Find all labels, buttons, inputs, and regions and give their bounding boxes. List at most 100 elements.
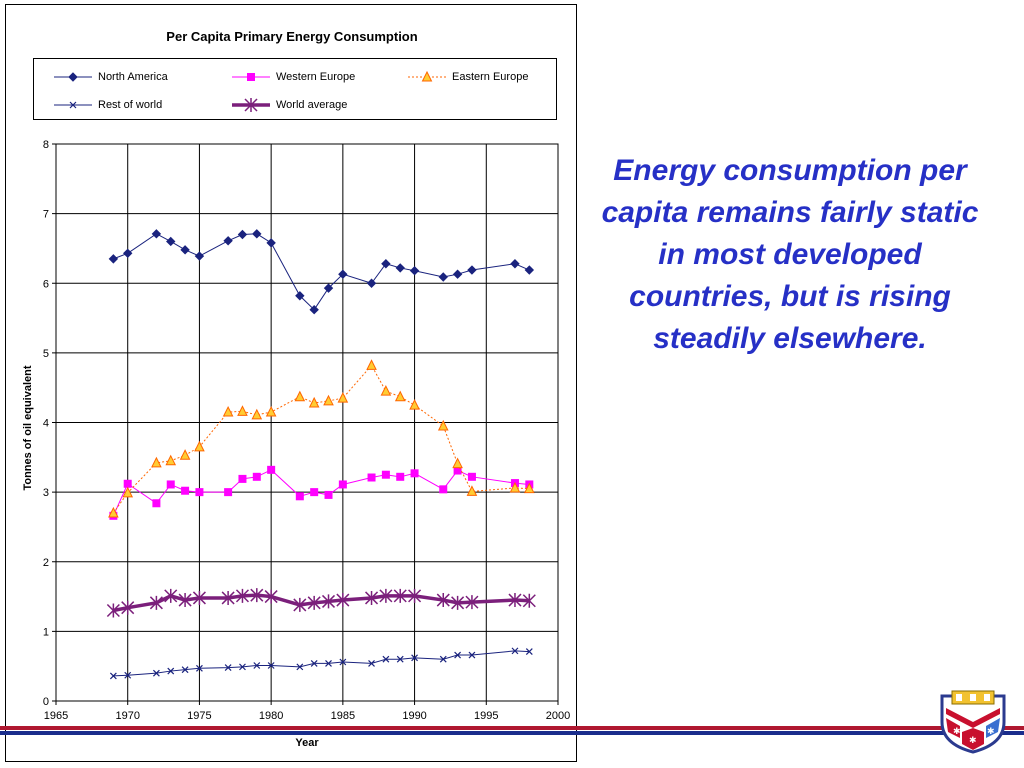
data-point-eastern-europe	[409, 398, 420, 410]
data-point-western-europe	[195, 488, 204, 497]
data-point-rest-of-world	[439, 655, 447, 663]
data-point-eastern-europe	[323, 394, 334, 406]
x-tick-label: 1980	[259, 710, 283, 722]
data-point-eastern-europe	[251, 408, 263, 420]
data-point-western-europe	[367, 473, 376, 482]
data-point-north-america	[438, 272, 448, 282]
x-tick-label: 2000	[546, 710, 570, 722]
data-point-world-average	[321, 594, 336, 609]
data-point-north-america	[510, 259, 520, 269]
data-point-north-america	[123, 248, 133, 259]
y-tick-label: 6	[43, 278, 49, 290]
data-point-western-europe	[439, 485, 448, 494]
chart-title: Per Capita Primary Energy Consumption	[166, 29, 418, 44]
data-point-world-average	[307, 595, 321, 610]
data-point-rest-of-world	[239, 663, 246, 671]
legend: North America Western Europe Eastern Europ…	[33, 58, 557, 120]
data-point-eastern-europe	[122, 486, 134, 498]
data-point-rest-of-world	[468, 651, 476, 659]
data-point-north-america	[467, 265, 477, 275]
data-point-north-america	[452, 269, 463, 279]
data-point-rest-of-world	[325, 659, 332, 667]
data-point-western-europe	[295, 492, 304, 501]
data-point-north-america	[151, 229, 162, 239]
x-tick-label: 1985	[331, 710, 355, 722]
data-point-western-europe	[238, 474, 247, 483]
data-point-western-europe	[396, 472, 405, 481]
legend-label-world-average: World average	[276, 99, 348, 111]
data-point-eastern-europe	[165, 454, 177, 466]
data-point-eastern-europe	[437, 419, 449, 431]
data-point-rest-of-world	[368, 659, 375, 667]
series-north-america	[108, 229, 535, 315]
data-point-western-europe	[338, 480, 347, 489]
data-point-north-america	[252, 229, 262, 239]
x-tick-label: 1995	[474, 710, 498, 722]
data-point-western-europe	[166, 480, 175, 489]
data-point-world-average	[336, 593, 350, 608]
y-axis-label: Tonnes of oil equivalent	[22, 365, 34, 490]
chart-panel: 0 1 2 3 4 5 6 7 8 1965 1970 1975 1980 1985 1990 1995 200…	[5, 4, 577, 762]
data-point-rest-of-world	[152, 669, 160, 677]
legend-label-north-america: North America	[98, 71, 168, 83]
data-point-eastern-europe	[237, 405, 248, 416]
data-point-world-average	[149, 595, 163, 610]
series-eastern-europe	[108, 359, 535, 518]
data-point-world-average	[408, 588, 422, 603]
data-point-western-europe	[152, 499, 161, 508]
data-point-north-america	[524, 265, 535, 275]
data-point-north-america	[309, 304, 319, 315]
data-point-rest-of-world	[196, 664, 203, 672]
svg-text:✱: ✱	[953, 727, 961, 737]
bottom-band	[0, 726, 1024, 735]
series-world-average	[106, 588, 536, 618]
legend-swatch-world-average	[232, 98, 270, 112]
data-point-rest-of-world	[511, 647, 519, 655]
data-point-world-average	[436, 593, 450, 608]
data-point-north-america	[381, 259, 391, 269]
data-point-north-america	[366, 278, 377, 288]
data-point-rest-of-world	[253, 662, 261, 669]
data-point-eastern-europe	[524, 482, 535, 494]
data-point-rest-of-world	[454, 651, 462, 659]
series-rest-of-world	[109, 647, 533, 680]
data-point-north-america	[295, 291, 305, 301]
legend-label-rest-of-world: Rest of world	[98, 99, 163, 111]
data-point-eastern-europe	[179, 449, 191, 460]
data-point-north-america	[338, 269, 348, 279]
y-tick-label: 7	[43, 209, 49, 221]
data-point-rest-of-world	[124, 671, 132, 679]
data-point-western-europe	[123, 479, 132, 488]
x-axis-label: Year	[295, 737, 319, 749]
band-red-stripe	[0, 726, 1024, 730]
data-point-rest-of-world	[109, 672, 117, 680]
y-tick-label: 4	[43, 418, 49, 430]
data-point-rest-of-world	[411, 654, 418, 662]
data-point-rest-of-world	[310, 659, 318, 667]
data-point-world-average	[178, 593, 192, 608]
x-tick-label: 1990	[402, 710, 426, 722]
data-point-world-average	[264, 589, 278, 604]
legend-marker-eastern-europe	[421, 70, 433, 82]
legend-label-eastern-europe: Eastern Europe	[452, 71, 529, 83]
data-point-world-average	[192, 590, 206, 605]
data-point-rest-of-world	[525, 648, 533, 655]
university-crest-icon: ✱ ✱ ✱	[940, 690, 1006, 754]
data-point-rest-of-world	[396, 655, 404, 663]
data-point-eastern-europe	[380, 385, 392, 396]
data-point-rest-of-world	[339, 658, 347, 666]
legend-marker-world-average	[244, 98, 258, 112]
data-point-eastern-europe	[308, 396, 320, 408]
data-point-eastern-europe	[222, 405, 234, 417]
legend-swatch-rest-of-world	[54, 101, 92, 109]
series-layer	[106, 229, 536, 680]
data-point-north-america	[180, 245, 190, 255]
y-tick-label: 3	[43, 487, 49, 499]
y-tick-label: 5	[43, 348, 49, 360]
legend-marker-western-europe	[247, 73, 255, 81]
data-point-north-america	[223, 236, 233, 246]
data-point-western-europe	[324, 490, 333, 499]
data-point-world-average	[522, 593, 536, 608]
data-point-north-america	[395, 263, 405, 273]
data-point-north-america	[237, 229, 248, 240]
